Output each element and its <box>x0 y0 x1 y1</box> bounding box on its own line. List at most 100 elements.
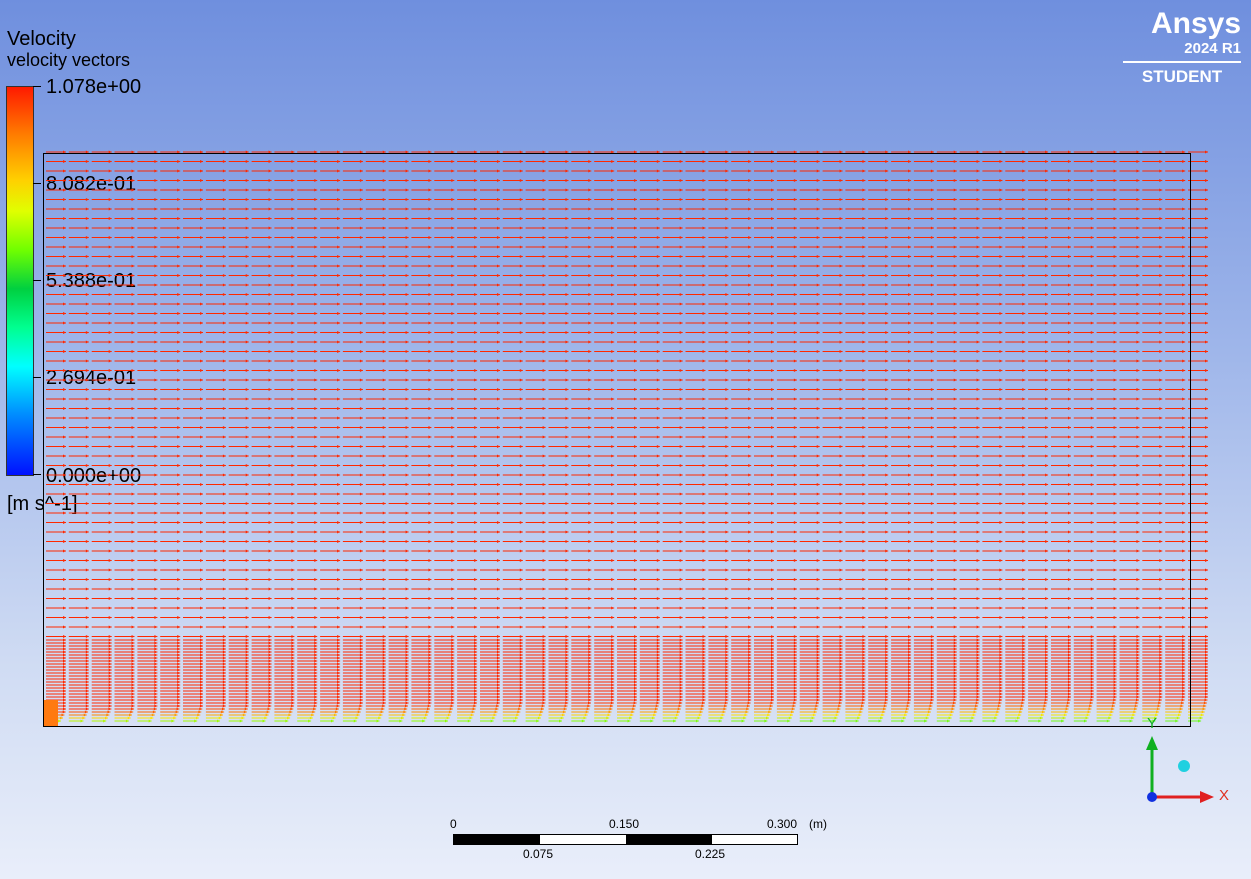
velocity-vector-head <box>519 683 523 687</box>
velocity-vector-head <box>268 150 272 154</box>
velocity-vector-head <box>222 671 226 675</box>
velocity-vector-head <box>519 674 523 678</box>
velocity-vector-head <box>679 483 683 486</box>
velocity-vector-head <box>634 511 637 515</box>
velocity-vector-head <box>200 502 204 505</box>
velocity-vector-head <box>679 369 683 372</box>
velocity-vector-head <box>314 388 318 391</box>
velocity-vector-head <box>518 704 522 708</box>
velocity-vector-head <box>382 255 386 258</box>
velocity-vector-head <box>337 549 341 553</box>
velocity-vector-head <box>108 188 112 192</box>
velocity-vector-head <box>177 464 181 467</box>
velocity-vector-head <box>108 559 112 562</box>
velocity-vector-head <box>428 226 432 230</box>
velocity-vector-head <box>748 683 752 687</box>
velocity-vector-head <box>63 701 66 705</box>
velocity-vector-head <box>108 568 112 572</box>
velocity-vector-head <box>200 587 204 591</box>
velocity-vector-head <box>474 659 478 663</box>
velocity-vector-head <box>200 656 204 660</box>
velocity-vector-head <box>267 707 271 711</box>
velocity-vector-head <box>313 704 317 708</box>
velocity-vector-head <box>725 686 729 690</box>
velocity-vector-head <box>474 454 478 458</box>
velocity-vector-head <box>679 226 683 230</box>
velocity-vector-head <box>108 606 112 610</box>
velocity-vector-head <box>469 716 473 720</box>
velocity-vector-head <box>382 677 386 681</box>
velocity-vector-head <box>131 695 135 699</box>
velocity-vector-head <box>382 502 386 505</box>
velocity-vector-head <box>676 710 680 714</box>
velocity-vector-head <box>200 677 204 681</box>
velocity-vector-head <box>291 641 295 645</box>
velocity-vector-head <box>702 578 706 581</box>
velocity-vector-head <box>519 559 523 562</box>
velocity-vector-head <box>542 321 546 325</box>
velocity-vector-head <box>131 641 135 645</box>
velocity-vector-head <box>85 704 89 708</box>
velocity-vector-head <box>314 492 318 496</box>
velocity-vector-head <box>200 686 204 690</box>
velocity-vector-head <box>542 674 546 678</box>
velocity-vector-head <box>748 245 752 249</box>
velocity-vector-head <box>496 236 500 239</box>
velocity-vector-head <box>337 464 341 467</box>
velocity-vector-head <box>725 638 729 642</box>
velocity-vector-head <box>611 662 615 666</box>
velocity-vector-head <box>588 245 592 249</box>
velocity-vector-head <box>245 416 249 420</box>
velocity-vector-head <box>695 719 699 723</box>
velocity-vector-head <box>200 245 204 249</box>
velocity-vector-head <box>333 713 337 717</box>
velocity-vector-head <box>405 179 409 182</box>
velocity-vector-head <box>542 606 546 610</box>
velocity-vector-head <box>200 435 204 439</box>
velocity-vector-head <box>63 530 66 534</box>
velocity-vector-head <box>222 407 226 410</box>
velocity-vector-head <box>634 302 637 306</box>
velocity-vector-head <box>356 713 360 717</box>
velocity-vector-head <box>428 638 432 642</box>
velocity-vector-head <box>291 188 295 192</box>
velocity-vector-head <box>496 540 500 543</box>
velocity-vector-head <box>634 578 637 581</box>
velocity-vector-head <box>702 236 706 239</box>
velocity-vector-head <box>405 274 409 277</box>
velocity-vector-head <box>748 217 752 220</box>
velocity-vector-head <box>428 641 432 645</box>
velocity-vector-head <box>314 179 318 182</box>
velocity-vector-head <box>359 188 363 192</box>
velocity-vector-head <box>542 647 546 651</box>
velocity-vector-head <box>725 283 729 287</box>
velocity-vector-head <box>177 568 181 572</box>
velocity-vector-head <box>748 653 752 657</box>
velocity-vector-head <box>291 701 295 705</box>
velocity-vector-head <box>222 359 226 363</box>
velocity-vector-head <box>405 302 409 306</box>
velocity-vector-head <box>177 635 181 638</box>
velocity-vector-head <box>611 680 615 684</box>
velocity-vector-head <box>748 274 752 277</box>
velocity-vector-head <box>428 245 432 249</box>
velocity-vector-head <box>565 659 569 663</box>
velocity-vector-head <box>702 689 706 693</box>
velocity-vector-head <box>382 312 386 315</box>
velocity-vector-head <box>222 150 226 154</box>
velocity-vector-head <box>131 160 135 163</box>
velocity-vector-head <box>519 695 523 699</box>
velocity-vector-head <box>519 454 523 458</box>
velocity-vector-head <box>245 701 249 705</box>
velocity-vector-head <box>496 426 500 429</box>
velocity-vector-head <box>588 198 592 201</box>
velocity-vector-head <box>359 397 363 401</box>
velocity-vector-head <box>748 302 752 306</box>
velocity-vector-head <box>588 264 592 268</box>
velocity-vector-head <box>222 668 226 672</box>
velocity-vector-head <box>314 207 318 211</box>
velocity-vector-head <box>245 464 249 467</box>
velocity-vector-head <box>656 635 660 638</box>
velocity-vector-head <box>131 707 135 711</box>
